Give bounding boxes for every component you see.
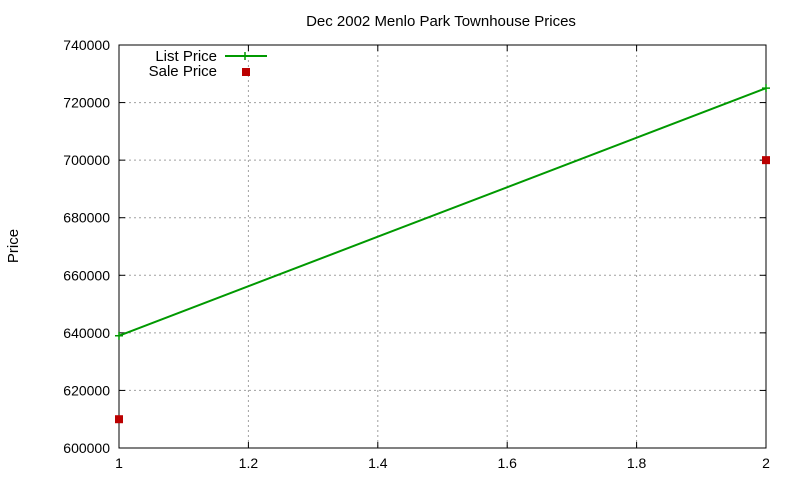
legend-label-list-price: List Price [155, 48, 217, 65]
y-tick-label: 740000 [63, 37, 110, 53]
y-tick-label: 640000 [63, 325, 110, 341]
legend: List Price Sale Price [149, 48, 267, 80]
y-tick-label: 720000 [63, 95, 110, 111]
axes: 1 1.2 1.4 1.6 1.8 2 600000 620000 640000 660000 68… [63, 37, 770, 471]
series-layer [115, 84, 770, 424]
y-axis-label: Price [5, 229, 22, 263]
legend-label-sale-price: Sale Price [149, 63, 217, 80]
y-tick-label: 660000 [63, 267, 110, 283]
y-tick-label: 700000 [63, 152, 110, 168]
x-tick-label: 1.8 [627, 455, 647, 471]
x-tick-label: 1 [115, 455, 123, 471]
sale-price-point [115, 415, 123, 424]
x-tick-label: 1.4 [368, 455, 388, 471]
list-price-point [762, 84, 770, 93]
y-tick-label: 680000 [63, 210, 110, 226]
sale-price-point [762, 156, 770, 165]
list-price-point [115, 331, 123, 340]
grid [119, 45, 766, 448]
y-tick-label: 620000 [63, 382, 110, 398]
y-tick-label: 600000 [63, 440, 110, 456]
series-line-list-price [118, 87, 767, 337]
x-tick-label: 1.6 [497, 455, 517, 471]
x-tick-label: 1.2 [239, 455, 259, 471]
chart-title: Dec 2002 Menlo Park Townhouse Prices [306, 13, 576, 30]
legend-swatch-sale-price-marker [242, 68, 250, 76]
x-tick-label: 2 [762, 455, 770, 471]
plot-frame [118, 44, 767, 449]
legend-swatch-list-price-marker [241, 52, 249, 60]
